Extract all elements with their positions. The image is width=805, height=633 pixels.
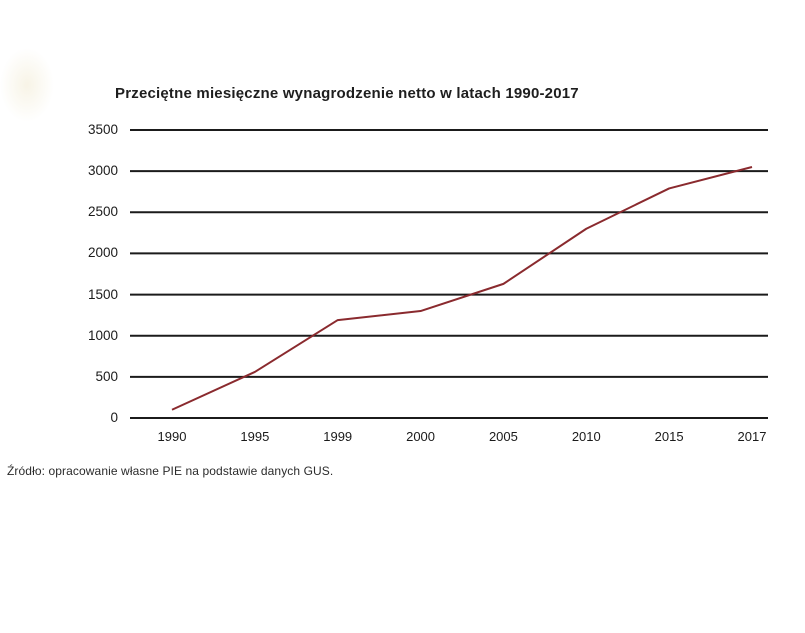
- y-tick-label: 0: [110, 410, 118, 425]
- y-tick-label: 2000: [87, 245, 118, 261]
- x-tick-label: 1999: [323, 429, 353, 444]
- y-tick-label: 500: [95, 368, 118, 384]
- data-line: [171, 166, 753, 411]
- y-tick-label: 3000: [87, 163, 118, 179]
- x-tick-label: 2017: [737, 429, 767, 444]
- y-tick-label: 1500: [87, 286, 118, 302]
- x-tick-label: 2005: [488, 429, 518, 444]
- y-tick-label: 3500: [87, 122, 118, 137]
- x-tick-label: 2000: [406, 429, 436, 444]
- y-tick-label: 1000: [87, 327, 118, 343]
- x-tick-label: 1990: [157, 429, 187, 444]
- y-tick-label: 2500: [87, 204, 118, 220]
- x-tick-label: 1995: [240, 429, 270, 444]
- source-note: Źródło: opracowanie własne PIE na podsta…: [7, 464, 334, 478]
- chart-title: Przeciętne miesięczne wynagrodzenie nett…: [115, 85, 579, 102]
- x-tick-label: 2010: [571, 429, 601, 444]
- x-tick-label: 2015: [654, 429, 684, 444]
